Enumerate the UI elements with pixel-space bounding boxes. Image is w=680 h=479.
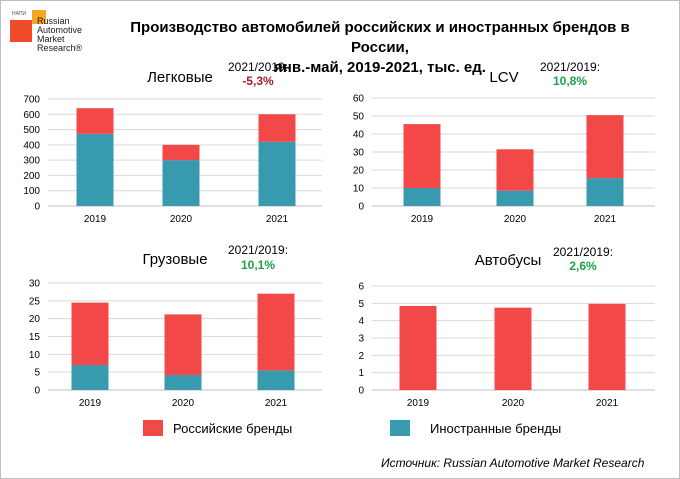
y-tick-label: 600 <box>23 110 40 121</box>
logo-name-line: Russian <box>37 16 70 26</box>
logo-name-line: Research® <box>37 43 83 53</box>
y-tick-label: 30 <box>353 148 365 159</box>
bar-russian-2021 <box>588 303 626 390</box>
bar-russian-2020 <box>494 307 532 390</box>
panel-title: LCV <box>489 69 518 86</box>
y-tick-label: 100 <box>23 186 40 197</box>
change-value: 2,6% <box>569 259 597 273</box>
x-tick-label: 2021 <box>265 398 288 409</box>
change-value: -5,3% <box>242 74 274 88</box>
y-tick-label: 500 <box>23 125 40 136</box>
logo-name-line: Market <box>37 34 65 44</box>
logo-name-line: Automotive <box>37 25 83 35</box>
legend-russian-swatch <box>143 420 163 436</box>
source-note: Источник: Russian Automotive Market Rese… <box>381 456 645 470</box>
y-tick-label: 6 <box>358 282 364 293</box>
x-tick-label: 2021 <box>266 214 289 225</box>
y-tick-label: 20 <box>353 166 365 177</box>
y-tick-label: 60 <box>353 94 365 105</box>
change-value: 10,8% <box>553 74 587 88</box>
logo-name: Russian Automotive Market Research® <box>37 17 107 53</box>
bar-russian-2019 <box>403 124 441 188</box>
change-label: 2021/2019: <box>228 60 288 74</box>
y-tick-label: 0 <box>358 386 364 397</box>
y-tick-label: 2 <box>358 351 364 362</box>
y-tick-label: 40 <box>353 130 365 141</box>
legend-foreign-label: Иностранные бренды <box>430 421 562 436</box>
x-tick-label: 2020 <box>502 398 525 409</box>
y-tick-label: 5 <box>34 368 40 379</box>
bar-foreign-2021 <box>258 141 296 206</box>
change-label: 2021/2019: <box>228 243 288 257</box>
bar-russian-2020 <box>496 149 534 191</box>
y-tick-label: 5 <box>358 299 364 310</box>
ramr-logo: НАПИ Russian Automotive Market Research® <box>8 6 98 66</box>
bar-russian-2021 <box>258 114 296 142</box>
bar-russian-2020 <box>162 144 200 161</box>
panel-title: Автобусы <box>475 252 542 269</box>
logo-tag: НАПИ <box>12 11 27 17</box>
bar-foreign-2021 <box>257 370 295 390</box>
y-tick-label: 0 <box>34 202 40 213</box>
change-label: 2021/2019: <box>553 245 613 259</box>
x-tick-label: 2020 <box>170 214 193 225</box>
title-line-2: янв.-май, 2019-2021, тыс. ед. <box>274 59 486 76</box>
x-tick-label: 2020 <box>172 398 195 409</box>
y-tick-label: 300 <box>23 156 40 167</box>
y-tick-label: 4 <box>358 316 364 327</box>
y-tick-label: 10 <box>29 350 41 361</box>
bar-foreign-2019 <box>71 365 109 390</box>
bar-russian-2019 <box>76 108 114 134</box>
y-tick-label: 1 <box>358 368 364 379</box>
y-tick-label: 50 <box>353 112 365 123</box>
x-tick-label: 2020 <box>504 214 527 225</box>
y-tick-label: 15 <box>29 332 41 343</box>
y-tick-label: 20 <box>29 314 41 325</box>
y-tick-label: 25 <box>29 296 41 307</box>
y-tick-label: 400 <box>23 140 40 151</box>
x-tick-label: 2019 <box>411 214 434 225</box>
page-title: Производство автомобилей российских и ин… <box>100 18 660 78</box>
panel-title: Легковые <box>147 69 213 86</box>
y-tick-label: 700 <box>23 95 40 106</box>
bar-russian-2020 <box>164 314 202 376</box>
y-tick-label: 10 <box>353 184 365 195</box>
x-tick-label: 2021 <box>596 398 619 409</box>
bar-russian-2021 <box>586 115 624 179</box>
bar-russian-2019 <box>71 302 109 366</box>
y-tick-label: 200 <box>23 171 40 182</box>
logo-red-square <box>10 20 32 42</box>
bar-foreign-2020 <box>162 160 200 206</box>
y-tick-label: 0 <box>358 202 364 213</box>
x-tick-label: 2019 <box>407 398 430 409</box>
bar-foreign-2020 <box>496 190 534 206</box>
bar-russian-2019 <box>399 305 437 390</box>
bar-foreign-2019 <box>76 133 114 206</box>
panel-title: Грузовые <box>142 251 207 268</box>
legend-russian-label: Российские бренды <box>173 421 293 436</box>
legend-foreign-swatch <box>390 420 410 436</box>
x-tick-label: 2019 <box>79 398 102 409</box>
bar-foreign-2020 <box>164 375 202 390</box>
y-tick-label: 3 <box>358 334 364 345</box>
bar-foreign-2021 <box>586 178 624 206</box>
title-line-1: Производство автомобилей российских и ин… <box>130 19 630 56</box>
y-tick-label: 30 <box>29 279 41 290</box>
x-tick-label: 2021 <box>594 214 617 225</box>
y-tick-label: 0 <box>34 386 40 397</box>
x-tick-label: 2019 <box>84 214 107 225</box>
change-value: 10,1% <box>241 258 275 272</box>
change-label: 2021/2019: <box>540 60 600 74</box>
bar-russian-2021 <box>257 293 295 371</box>
bar-foreign-2019 <box>403 188 441 206</box>
logo-orange-square <box>32 10 46 24</box>
